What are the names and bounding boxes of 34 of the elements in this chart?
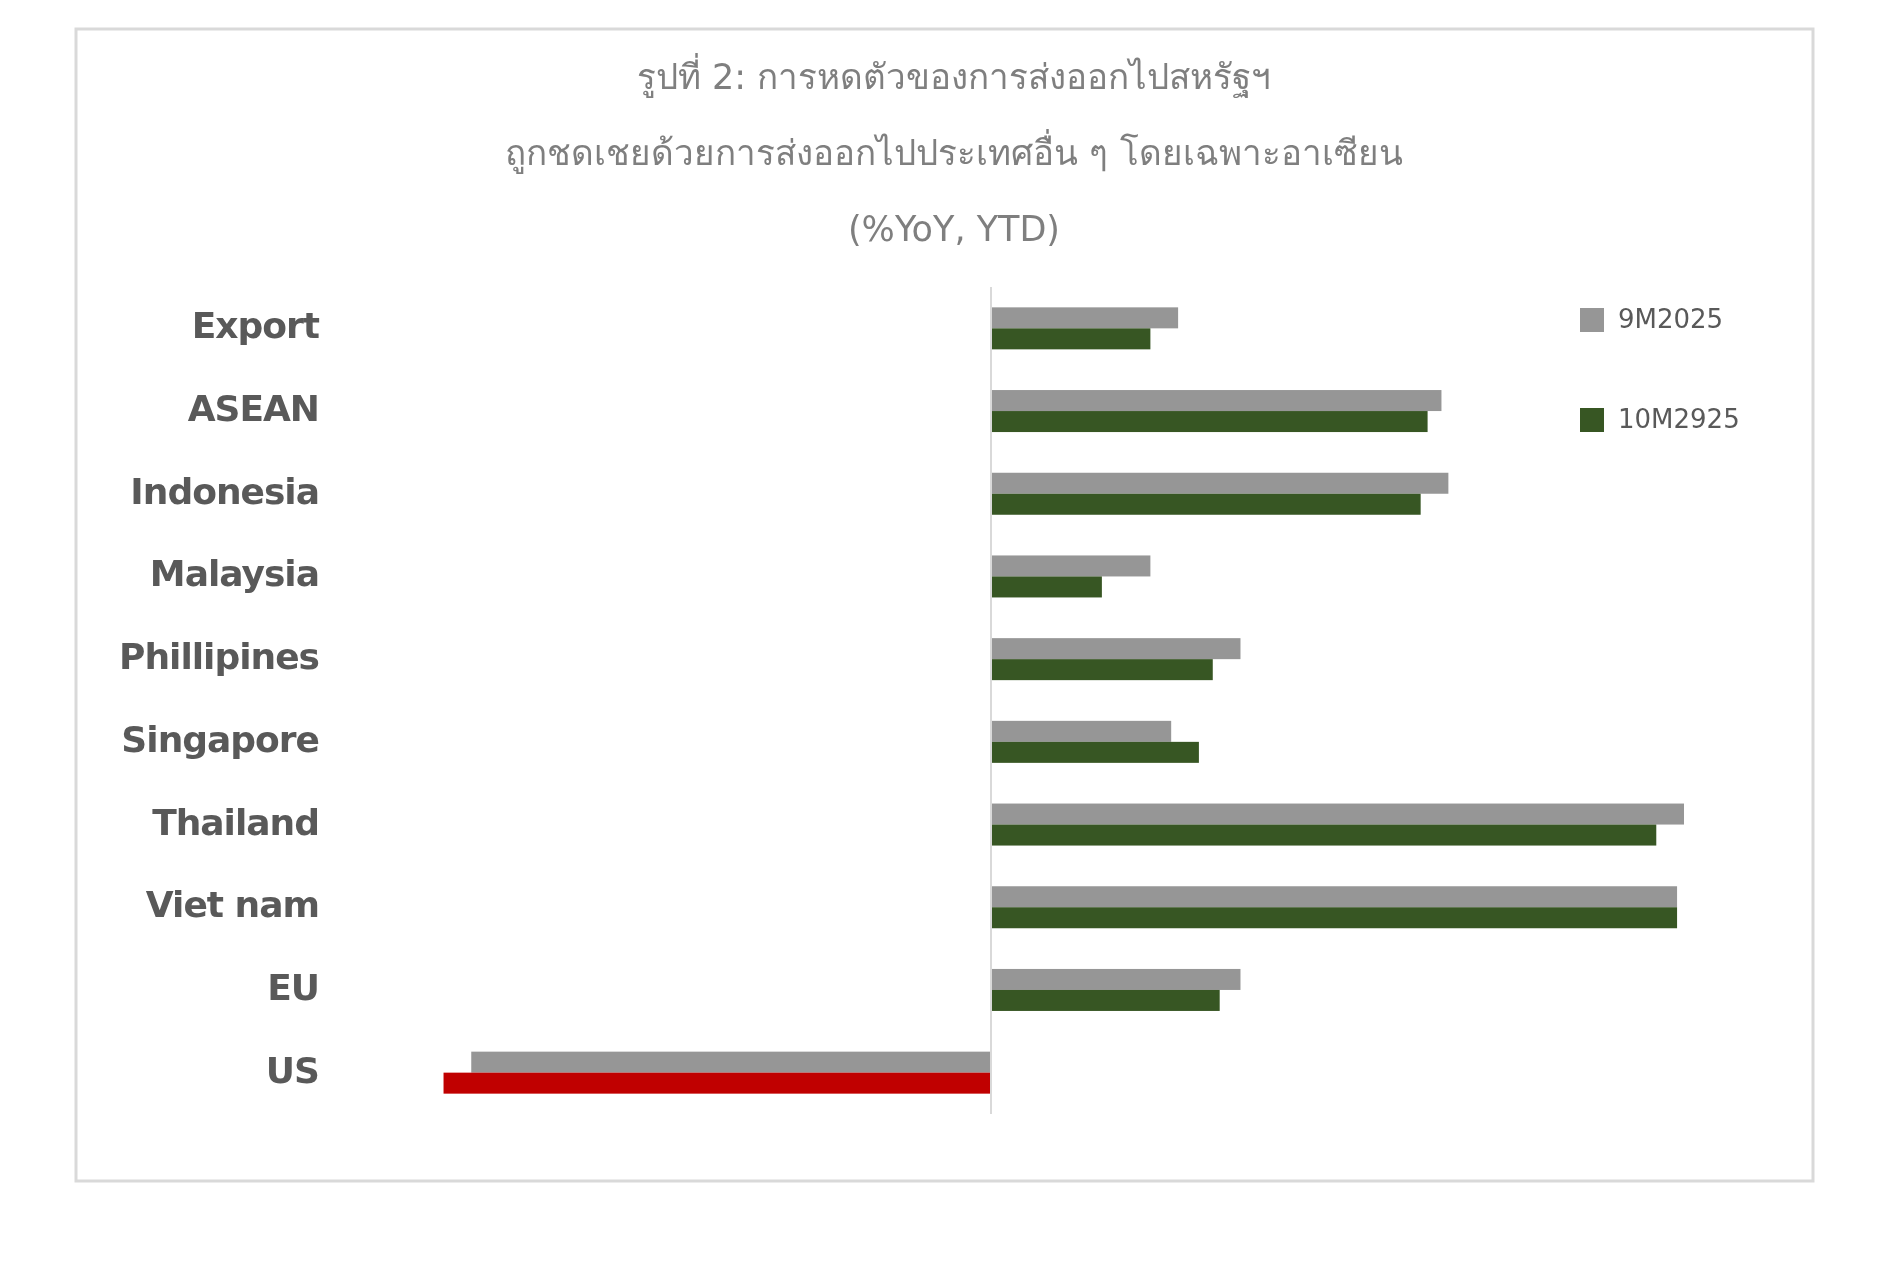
bar: [471, 1051, 991, 1073]
legend-label: 10M2925: [1618, 403, 1740, 434]
bar: [991, 411, 1428, 433]
bar: [991, 390, 1442, 412]
chart-title: รูปที่ 2: การหดตัวของการส่งออกไปสหรัฐฯ ถูกชดเชยด้วยการส่งออกไปประเทศอื่น ๆ โดยเฉพาะอาเซียน: [505, 53, 1403, 174]
bar: [991, 989, 1220, 1011]
bar: [991, 886, 1678, 908]
y-tick-label: Malaysia: [149, 553, 319, 595]
bar: [991, 638, 1241, 660]
bar: [991, 307, 1179, 329]
legend-label: 9M2025: [1618, 303, 1724, 334]
bar: [991, 659, 1213, 681]
y-tick-label: Export: [191, 305, 320, 347]
bar: [991, 907, 1678, 929]
bar: [991, 555, 1151, 577]
bar: [991, 472, 1449, 494]
bar: [443, 1072, 991, 1094]
y-tick-label: Thailand: [152, 801, 319, 843]
bar: [991, 493, 1421, 515]
y-tick-label: ASEAN: [187, 388, 319, 430]
bar: [991, 720, 1172, 742]
bar: [991, 824, 1657, 846]
bar: [991, 576, 1102, 598]
bar: [991, 328, 1151, 350]
bar: [991, 803, 1684, 825]
y-tick-label: US: [265, 1049, 319, 1091]
y-tick-label: Phillipines: [119, 636, 319, 678]
bar: [991, 741, 1199, 763]
chart-subtitle: (%YoY, YTD): [847, 209, 1061, 249]
y-tick-label: EU: [267, 966, 319, 1008]
bar: [991, 968, 1241, 990]
y-tick-label: Indonesia: [130, 470, 319, 512]
y-tick-label: Viet nam: [145, 884, 319, 926]
y-tick-label: Singapore: [121, 718, 319, 760]
